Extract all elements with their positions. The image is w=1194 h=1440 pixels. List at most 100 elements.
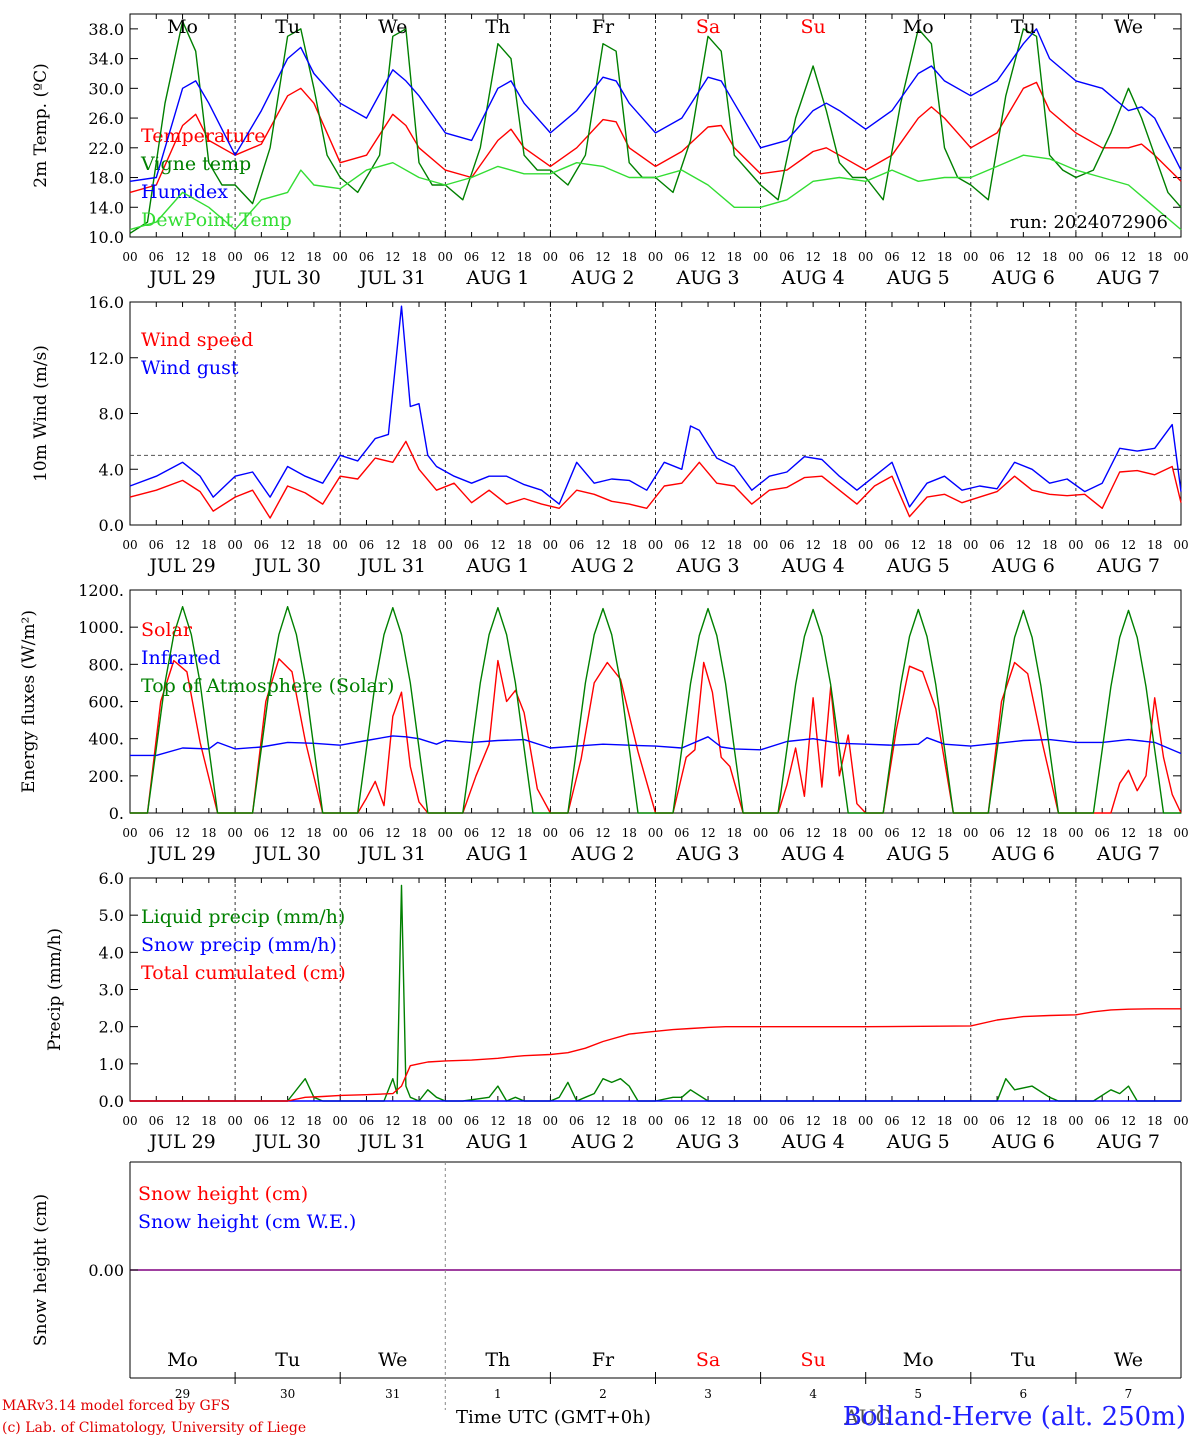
day-number: 3 <box>704 1387 712 1401</box>
hour-tick-label: 12 <box>911 538 926 552</box>
series-line-liquid-precip-mm-h- <box>130 884 1181 1102</box>
hour-tick-label: 00 <box>227 250 242 264</box>
hour-tick-label: 00 <box>1173 1114 1188 1128</box>
hour-tick-label: 00 <box>438 1114 453 1128</box>
date-label: JUL 31 <box>358 843 426 865</box>
hour-tick-label: 18 <box>727 538 742 552</box>
hour-tick-label: 18 <box>306 826 321 840</box>
day-number: 1 <box>494 1387 502 1401</box>
hour-tick-label: 00 <box>122 250 137 264</box>
hour-tick-label: 00 <box>963 1114 978 1128</box>
hour-tick-label: 12 <box>280 250 295 264</box>
weekday-label: We <box>378 16 407 38</box>
hour-tick-label: 06 <box>464 250 479 264</box>
weekday-label: Fr <box>592 16 615 38</box>
hour-tick-label: 06 <box>464 538 479 552</box>
lab-credit: (c) Lab. of Climatology, University of L… <box>2 1420 307 1436</box>
y-tick-label: 5.0 <box>99 906 124 925</box>
hour-tick-label: 12 <box>806 1114 821 1128</box>
hour-tick-label: 00 <box>227 826 242 840</box>
hour-tick-label: 06 <box>1095 826 1110 840</box>
y-tick-label: 22.0 <box>88 139 124 158</box>
hour-tick-label: 00 <box>438 250 453 264</box>
hour-tick-label: 06 <box>569 250 584 264</box>
hour-tick-label: 06 <box>779 250 794 264</box>
hour-tick-label: 06 <box>254 1114 269 1128</box>
weekday-label: Su <box>801 1349 826 1371</box>
y-tick-label: 800. <box>88 655 124 674</box>
hour-tick-label: 06 <box>884 538 899 552</box>
y-axis-label: 2m Temp. (ºC) <box>31 63 51 188</box>
hour-tick-label: 18 <box>622 538 637 552</box>
hour-tick-label: 00 <box>438 538 453 552</box>
y-tick-label: 0.0 <box>99 1092 124 1111</box>
hour-tick-label: 18 <box>1147 826 1162 840</box>
date-label: AUG 5 <box>886 267 950 289</box>
panel-1-frame <box>129 301 1182 526</box>
legend-entry: Solar <box>141 619 193 641</box>
hour-tick-label: 12 <box>911 826 926 840</box>
hour-tick-label: 12 <box>1016 538 1031 552</box>
hour-tick-label: 06 <box>464 826 479 840</box>
date-label: JUL 30 <box>252 1131 320 1153</box>
hour-tick-label: 18 <box>201 538 216 552</box>
hour-tick-label: 06 <box>464 1114 479 1128</box>
hour-tick-label: 18 <box>622 1114 637 1128</box>
date-label: AUG 3 <box>676 1131 740 1153</box>
hour-tick-label: 18 <box>1147 538 1162 552</box>
hour-tick-label: 06 <box>569 826 584 840</box>
hour-tick-label: 12 <box>1016 826 1031 840</box>
panel-0-frame <box>129 13 1182 238</box>
y-axis-label: Snow height (cm) <box>31 1194 51 1346</box>
hour-tick-label: 18 <box>1042 1114 1057 1128</box>
legend-entry: Liquid precip (mm/h) <box>141 906 345 928</box>
hour-tick-label: 12 <box>700 1114 715 1128</box>
hour-tick-label: 06 <box>884 250 899 264</box>
y-tick-label: 200. <box>88 767 124 786</box>
hour-tick-label: 00 <box>543 538 558 552</box>
hour-tick-label: 00 <box>963 826 978 840</box>
hour-tick-label: 18 <box>937 1114 952 1128</box>
y-tick-label: 1000. <box>78 618 124 637</box>
hour-tick-label: 00 <box>1068 826 1083 840</box>
legend-entry: Top of Atmosphere (Solar) <box>141 675 394 697</box>
hour-tick-label: 12 <box>280 826 295 840</box>
date-label: AUG 2 <box>570 555 634 577</box>
hour-tick-label: 00 <box>543 826 558 840</box>
hour-tick-label: 12 <box>1016 1114 1031 1128</box>
hour-tick-label: 18 <box>411 250 426 264</box>
hour-tick-label: 12 <box>595 826 610 840</box>
hour-tick-label: 06 <box>674 538 689 552</box>
hour-tick-label: 06 <box>884 826 899 840</box>
hour-tick-label: 18 <box>1042 538 1057 552</box>
hour-tick-label: 00 <box>648 826 663 840</box>
hour-tick-label: 06 <box>674 1114 689 1128</box>
run-label: run: 2024072906 <box>1010 212 1168 233</box>
date-label: JUL 31 <box>358 555 426 577</box>
hour-tick-label: 12 <box>911 1114 926 1128</box>
weekday-label: Fr <box>592 1349 615 1371</box>
date-label: AUG 7 <box>1096 843 1160 865</box>
weekday-label: We <box>1114 1349 1143 1371</box>
hour-tick-label: 18 <box>1147 1114 1162 1128</box>
hour-tick-label: 18 <box>411 1114 426 1128</box>
hour-tick-label: 12 <box>385 538 400 552</box>
hour-tick-label: 00 <box>333 1114 348 1128</box>
date-label: AUG 1 <box>465 843 529 865</box>
date-label: JUL 30 <box>252 267 320 289</box>
hour-tick-label: 12 <box>490 826 505 840</box>
hour-tick-label: 00 <box>753 1114 768 1128</box>
hour-tick-label: 12 <box>490 250 505 264</box>
hour-tick-label: 06 <box>149 1114 164 1128</box>
hour-tick-label: 00 <box>648 538 663 552</box>
series-line-temperature <box>129 81 1182 194</box>
y-axis-label: Precip (mm/h) <box>45 928 65 1051</box>
hour-tick-label: 12 <box>385 250 400 264</box>
date-label: AUG 2 <box>570 1131 634 1153</box>
y-tick-label: 30.0 <box>88 79 124 98</box>
hour-tick-label: 12 <box>1121 1114 1136 1128</box>
hour-tick-label: 12 <box>1121 250 1136 264</box>
y-tick-label: 38.0 <box>88 20 124 39</box>
hour-tick-label: 12 <box>806 250 821 264</box>
series-line-dewpoint-temp <box>129 154 1182 231</box>
